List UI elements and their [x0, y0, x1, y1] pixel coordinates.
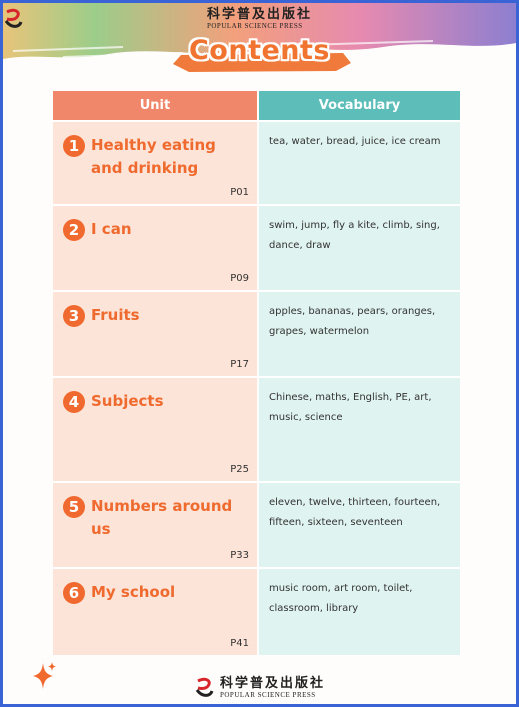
- publisher-logo-icon: [195, 677, 214, 697]
- unit-title[interactable]: Fruits: [91, 306, 140, 324]
- unit-title[interactable]: Subjects: [91, 392, 164, 410]
- unit-title[interactable]: I can: [91, 220, 132, 238]
- publisher-name-en: POPULAR SCIENCE PRESS: [206, 22, 303, 30]
- unit-page-ref: P41: [230, 638, 249, 649]
- unit-cell: 4 Subjects P25: [53, 378, 257, 481]
- table-row: 6 My school P41 music room, art room, to…: [53, 567, 460, 655]
- unit-number-badge: 4: [63, 391, 85, 413]
- unit-number-badge: 1: [63, 135, 85, 157]
- contents-table: Unit Vocabulary 1 Healthy eating and dri…: [53, 91, 460, 655]
- sparkle-icon: [33, 662, 56, 689]
- brush-stroke-background: [3, 3, 516, 72]
- vocabulary-cell: tea, water, bread, juice, ice cream: [259, 122, 460, 204]
- publisher-name-cn: 科学普及出版社: [206, 7, 312, 22]
- unit-title[interactable]: Numbers around us: [91, 497, 233, 538]
- publisher-logo: 科学普及出版社 POPULAR SCIENCE PRESS: [3, 8, 516, 30]
- unit-number-badge: 2: [63, 219, 85, 241]
- unit-number-badge: 3: [63, 305, 85, 327]
- vocabulary-cell: eleven, twelve, thirteen, fourteen, fift…: [259, 483, 460, 567]
- header-banner: 科学普及出版社 POPULAR SCIENCE PRESS Contents: [3, 3, 516, 83]
- column-header-vocabulary: Vocabulary: [259, 91, 460, 120]
- table-header: Unit Vocabulary: [53, 91, 460, 120]
- unit-page-ref: P33: [230, 550, 249, 561]
- footer-publisher-logo: 科学普及出版社 POPULAR SCIENCE PRESS: [3, 677, 516, 699]
- unit-cell: 6 My school P41: [53, 569, 257, 655]
- publisher-logo-icon: [4, 8, 23, 28]
- unit-page-ref: P17: [230, 359, 249, 370]
- vocabulary-cell: swim, jump, fly a kite, climb, sing, dan…: [259, 206, 460, 290]
- table-row: 2 I can P09 swim, jump, fly a kite, clim…: [53, 204, 460, 290]
- unit-cell: 3 Fruits P17: [53, 292, 257, 376]
- table-row: 4 Subjects P25 Chinese, maths, English, …: [53, 376, 460, 481]
- vocabulary-cell: music room, art room, toilet, classroom,…: [259, 569, 460, 655]
- column-header-unit: Unit: [53, 91, 257, 120]
- unit-cell: 5 Numbers around us P33: [53, 483, 257, 567]
- vocabulary-cell: Chinese, maths, English, PE, art, music,…: [259, 378, 460, 481]
- unit-page-ref: P09: [230, 273, 249, 284]
- table-row: 5 Numbers around us P33 eleven, twelve, …: [53, 481, 460, 567]
- page-title: Contents: [188, 35, 330, 66]
- footer-publisher-name-cn: 科学普及出版社: [219, 676, 325, 691]
- unit-number-badge: 6: [63, 582, 85, 604]
- table-row: 3 Fruits P17 apples, bananas, pears, ora…: [53, 290, 460, 376]
- vocabulary-cell: apples, bananas, pears, oranges, grapes,…: [259, 292, 460, 376]
- table-row: 1 Healthy eating and drinking P01 tea, w…: [53, 120, 460, 204]
- unit-cell: 1 Healthy eating and drinking P01: [53, 122, 257, 204]
- unit-number-badge: 5: [63, 496, 85, 518]
- unit-cell: 2 I can P09: [53, 206, 257, 290]
- footer-publisher-name-en: POPULAR SCIENCE PRESS: [219, 691, 316, 699]
- unit-title[interactable]: Healthy eating and drinking: [91, 136, 216, 177]
- unit-page-ref: P01: [230, 187, 249, 198]
- unit-title[interactable]: My school: [91, 583, 176, 601]
- unit-page-ref: P25: [230, 464, 249, 475]
